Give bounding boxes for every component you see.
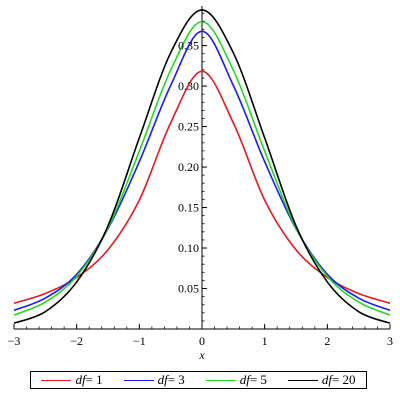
y-tick-label: 0.35 (178, 39, 199, 53)
legend-variable: df (75, 372, 86, 387)
series-line-df-20 (13, 9, 391, 324)
legend-equals: = (167, 372, 179, 387)
y-tick-label: 0.30 (178, 79, 199, 93)
x-tick-label: 3 (387, 334, 393, 348)
x-tick-label: 1 (262, 334, 268, 348)
legend-equals: = (249, 372, 261, 387)
legend-swatch (287, 379, 318, 381)
legend-item-df-3: df = 3 (123, 372, 185, 388)
y-tick-label: 0.10 (178, 241, 199, 255)
series-line-df-3 (13, 30, 391, 312)
x-tick-label: −1 (133, 334, 146, 348)
x-tick-label: 0 (199, 334, 205, 348)
x-tick-label: 2 (324, 334, 330, 348)
legend-swatch (41, 379, 72, 381)
x-tick-label: −2 (70, 334, 83, 348)
legend-value: 5 (260, 372, 267, 387)
x-axis-label: x (198, 348, 205, 362)
y-tick-label: 0.15 (178, 201, 199, 215)
legend-variable: df (321, 372, 332, 387)
legend-variable: df (157, 372, 168, 387)
y-tick-label: 0.20 (178, 160, 199, 174)
legend-item-df-20: df = 20 (287, 372, 356, 388)
legend: df = 1 df = 3 df = 5 df = 20 (30, 371, 367, 389)
legend-equals: = (331, 372, 343, 387)
legend-value: 3 (178, 372, 185, 387)
x-tick-label: −3 (8, 334, 21, 348)
y-tick-label: 0.05 (178, 282, 199, 296)
legend-swatch (123, 379, 154, 381)
ticks: −3 −2 −1 0 1 2 3 0.05 0.10 0.15 0.20 0.25 0.30 0.35 (8, 12, 393, 348)
legend-value: 20 (342, 372, 356, 387)
legend-swatch (205, 379, 236, 381)
legend-equals: = (85, 372, 97, 387)
legend-item-df-1: df = 1 (41, 372, 103, 388)
legend-variable: df (239, 372, 250, 387)
legend-item-df-5: df = 5 (205, 372, 267, 388)
legend-value: 1 (96, 372, 103, 387)
y-tick-label: 0.25 (178, 120, 199, 134)
